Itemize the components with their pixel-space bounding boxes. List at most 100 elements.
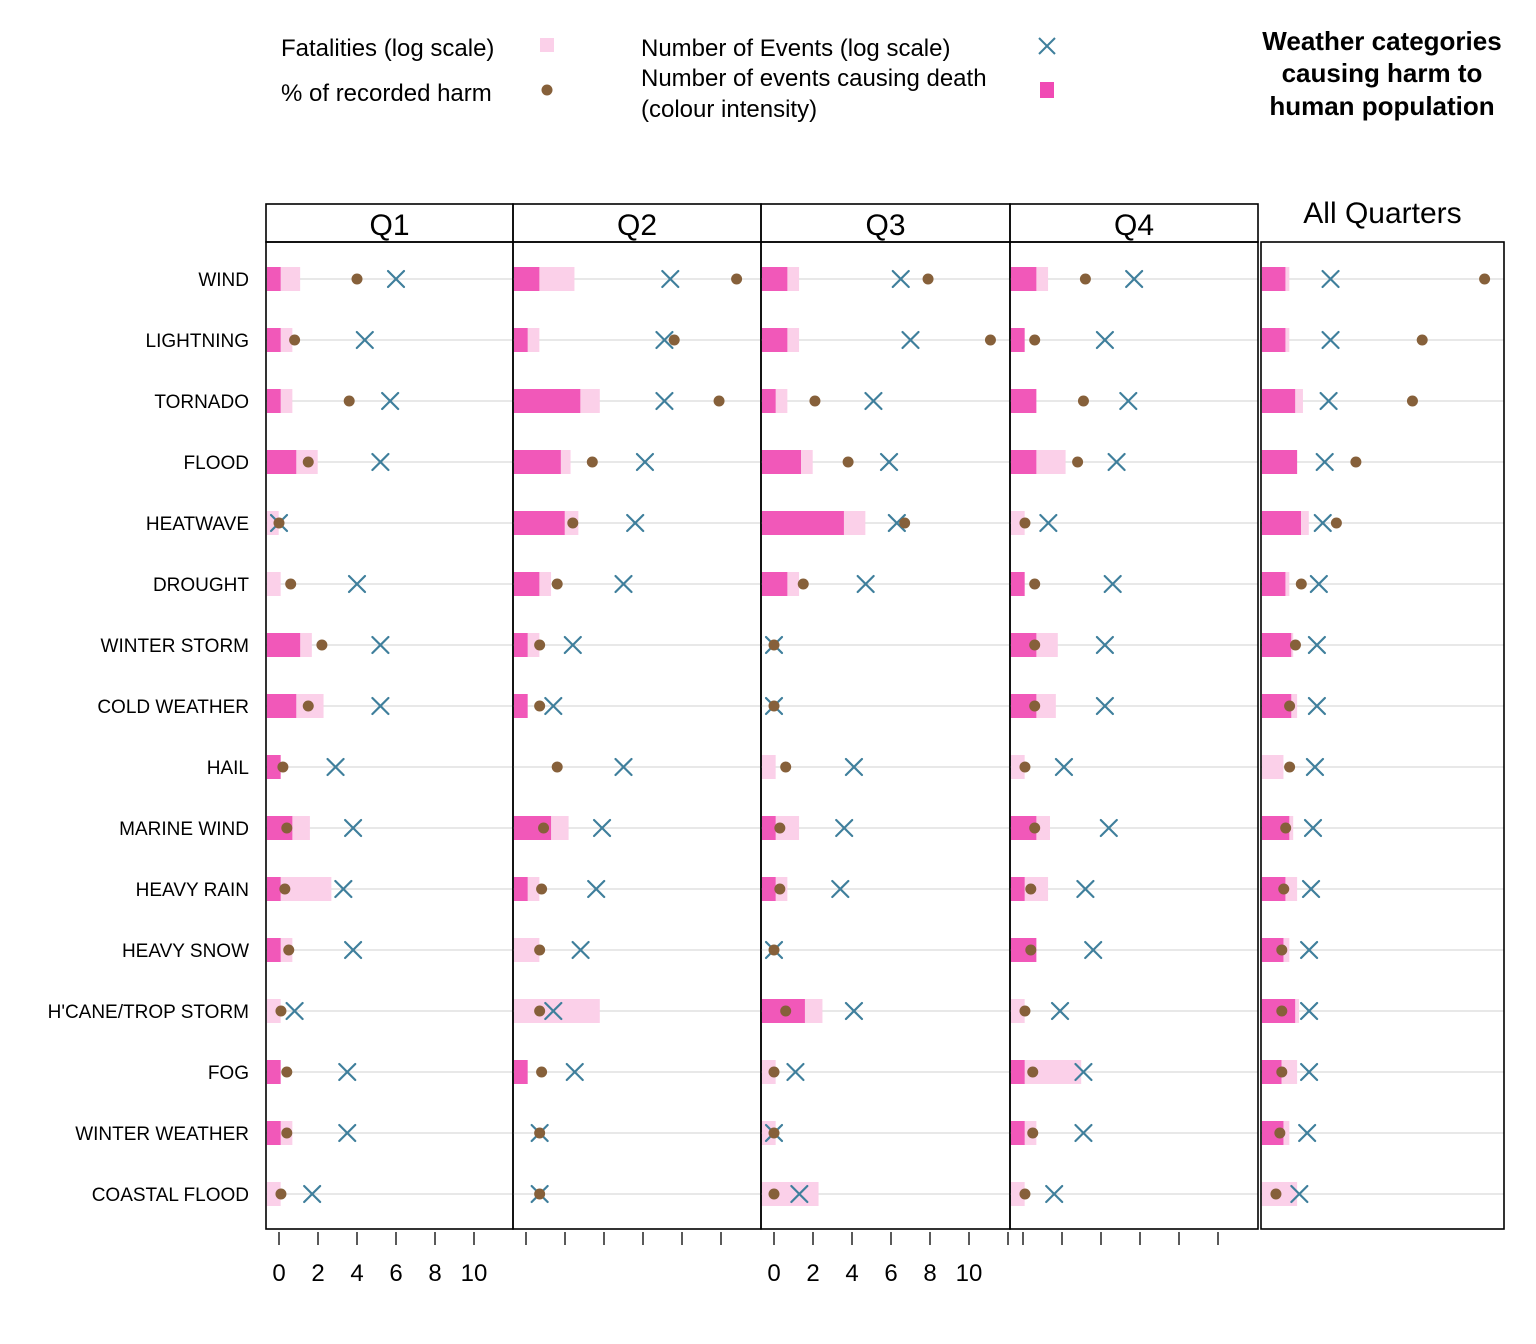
events-marker-lightning [1095,330,1115,350]
pct-harm-dot-hail [780,761,792,773]
pct-harm-dot-winter-storm [534,639,546,651]
pct-harm-dot-fog [768,1066,780,1078]
events-marker-stroke-b [347,574,367,594]
death-events-bar-heavy-rain [514,877,528,901]
events-marker-marine-wind [592,818,612,838]
events-marker-stroke-b [879,452,899,472]
panel-all-quarters: All Quarters [1260,197,1505,1230]
events-marker-stroke-b [563,635,582,655]
pct-harm-dot-tornado [1406,395,1418,407]
fatalities-bar-h-cane-trop-storm [1011,999,1025,1023]
events-marker-flood [1315,452,1334,472]
events-marker-stroke-b [1307,635,1327,655]
death-events-bar-heavy-rain [1011,877,1025,901]
events-marker-stroke-b [1298,1123,1317,1143]
panel-frame [760,241,1011,1230]
fatalities-bar-coastal-flood [1011,1182,1025,1206]
category-label-heavy-rain: HEAVY RAIN [136,880,249,901]
pct-harm-dot-cold-weather [1029,700,1041,712]
pct-harm-dot-wind [351,273,363,285]
category-label-h-cane-trop-storm: H'CANE/TROP STORM [48,1002,249,1023]
pct-harm-dot-fog [281,1066,293,1078]
events-marker-cold-weather [544,696,563,716]
pct-harm-dot-marine-wind [774,822,786,834]
death-events-bar-hail [267,755,281,779]
death-events-bar-drought [1262,572,1286,596]
events-marker-tornado [1119,391,1138,411]
fatalities-bar-heatwave [1011,511,1025,535]
pct-harm-dot-wind [731,273,743,285]
death-events-bar-heavy-snow [267,938,281,962]
death-events-bar-lightning [267,328,281,352]
x-axis-q3: 0 2 4 6 8 10 [767,1232,1009,1287]
events-marker-hail [1305,757,1325,777]
panel-title: Q3 [865,209,905,242]
events-marker-stroke-b [344,818,363,838]
panel-q2: Q2 [512,203,762,1230]
events-marker-stroke-b [1301,879,1321,899]
pct-harm-dot-coastal-flood [275,1188,287,1200]
pct-harm-dot-winter-storm [1029,639,1041,651]
death-events-bar-heavy-rain [267,877,281,901]
events-marker-stroke-b [1119,391,1138,411]
pct-harm-dot-coastal-flood [768,1188,780,1200]
category-label-tornado: TORNADO [154,392,249,413]
death-events-bar-wind [1011,267,1037,291]
pct-harm-dot-tornado [343,395,355,407]
events-marker-stroke-b [1299,940,1319,960]
events-marker-wind [661,269,680,289]
events-marker-fog [1299,1062,1319,1082]
fatalities-bar-heatwave [267,511,279,535]
events-marker-stroke-b [887,513,906,533]
pct-harm-dot-fog [536,1066,548,1078]
events-marker-stroke-b [1307,696,1327,716]
events-marker-flood [371,452,390,472]
events-marker-stroke-b [338,1062,357,1082]
events-marker-heatwave [626,513,645,533]
events-marker-stroke-b [1050,1001,1070,1021]
fatalities-bar-hail [1011,755,1025,779]
title-line-3: human population [1269,91,1494,121]
death-events-bar-tornado [514,389,581,413]
pct-harm-dot-tornado [809,395,821,407]
pct-harm-dot-hail [1019,761,1031,773]
events-marker-heavy-snow [344,940,363,960]
pct-harm-dot-heatwave [1019,517,1031,529]
events-marker-stroke-b [786,1062,805,1082]
events-marker-flood [635,452,655,472]
events-marker-stroke-b [1099,818,1118,838]
events-marker-stroke-b [864,391,883,411]
events-marker-stroke-b [655,391,674,411]
pct-harm-dot-cold-weather [768,700,780,712]
events-marker-heavy-snow [1084,940,1103,960]
events-marker-heavy-rain [1076,879,1095,899]
panel-frame [265,241,514,1230]
death-events-bar-drought [762,572,788,596]
death-events-bar-winter-storm [1262,633,1292,657]
pct-harm-dot-coastal-flood [534,1188,546,1200]
death-events-bar-heavy-snow [1262,938,1284,962]
category-label-heatwave: HEATWAVE [146,514,249,535]
x-tick-label: 0 [272,1260,285,1287]
category-label-winter-weather: WINTER WEATHER [75,1124,249,1145]
events-marker-stroke-b [1095,635,1115,655]
fatalities-bar-hail [762,755,776,779]
death-events-bar-marine-wind [762,816,776,840]
category-label-fog: FOG [208,1063,249,1084]
events-marker-lightning [355,330,374,350]
category-label-marine-wind: MARINE WIND [119,819,249,840]
pct-harm-dot-heavy-snow [534,944,546,956]
events-marker-stroke-b [371,696,390,716]
panel-frame [1260,241,1505,1230]
legend-death-events-swatch [1040,82,1054,98]
death-events-bar-winter-storm [267,633,301,657]
events-marker-coastal-flood [303,1184,322,1204]
death-events-bar-lightning [1262,328,1286,352]
events-marker-stroke-b [844,757,864,777]
events-marker-stroke-b [661,269,680,289]
events-marker-marine-wind [835,818,854,838]
events-marker-marine-wind [344,818,363,838]
category-label-winter-storm: WINTER STORM [101,636,249,657]
events-marker-marine-wind [1099,818,1118,838]
events-marker-stroke-b [592,818,612,838]
